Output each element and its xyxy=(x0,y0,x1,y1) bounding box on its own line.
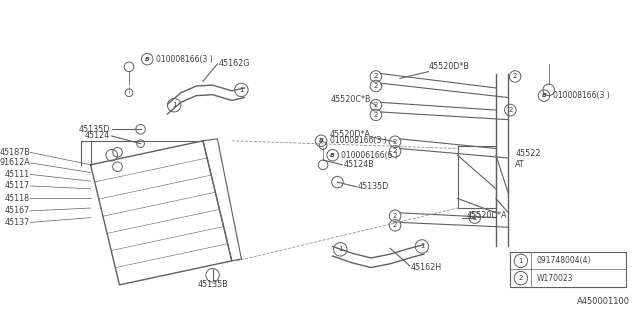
Text: 1: 1 xyxy=(420,244,424,250)
Text: 45124B: 45124B xyxy=(343,160,374,169)
Text: 2: 2 xyxy=(393,148,397,154)
Text: 45137: 45137 xyxy=(5,218,30,227)
Text: 45117: 45117 xyxy=(5,181,30,190)
Text: AT: AT xyxy=(515,160,525,169)
Text: A450001100: A450001100 xyxy=(577,297,630,306)
Text: 45135B: 45135B xyxy=(197,280,228,289)
Text: 010008166(3 ): 010008166(3 ) xyxy=(552,91,609,100)
Text: 45135D: 45135D xyxy=(358,182,389,191)
Text: 45162G: 45162G xyxy=(218,60,250,68)
Text: 2: 2 xyxy=(374,102,378,108)
Text: 2: 2 xyxy=(472,215,477,220)
Text: 2: 2 xyxy=(393,222,397,228)
Text: B: B xyxy=(145,57,150,62)
Text: 2: 2 xyxy=(518,275,523,281)
Text: 1: 1 xyxy=(518,258,523,264)
Text: 45520C*B: 45520C*B xyxy=(331,95,371,104)
Text: 1: 1 xyxy=(172,102,177,108)
Text: 2: 2 xyxy=(513,73,517,79)
Text: 2: 2 xyxy=(374,112,378,118)
Text: 1: 1 xyxy=(239,87,244,93)
Text: 010006166(6 ): 010006166(6 ) xyxy=(341,151,398,160)
Text: 45520C*A: 45520C*A xyxy=(467,211,508,220)
Text: B: B xyxy=(319,138,323,143)
Text: 2: 2 xyxy=(374,73,378,79)
Text: 45118: 45118 xyxy=(5,194,30,203)
Text: 1: 1 xyxy=(338,246,342,252)
Text: 45167: 45167 xyxy=(5,206,30,215)
Text: 45522: 45522 xyxy=(515,149,541,158)
Text: 45111: 45111 xyxy=(5,170,30,179)
Text: 091748004(4): 091748004(4) xyxy=(536,256,591,265)
Text: B: B xyxy=(541,93,547,98)
Text: B: B xyxy=(330,153,335,158)
Text: 010008166(3 ): 010008166(3 ) xyxy=(330,136,387,145)
Text: 45187B: 45187B xyxy=(0,148,30,157)
Text: 2: 2 xyxy=(393,139,397,145)
Text: 2: 2 xyxy=(508,107,513,113)
Text: 2: 2 xyxy=(374,83,378,89)
Text: 91612A: 91612A xyxy=(0,158,30,167)
Text: 45124: 45124 xyxy=(84,132,110,140)
Text: W170023: W170023 xyxy=(536,274,573,283)
Text: 45162H: 45162H xyxy=(410,263,442,272)
Text: 45135D: 45135D xyxy=(79,125,110,134)
Text: 45520D*A: 45520D*A xyxy=(330,130,371,139)
Text: 010008166(3 ): 010008166(3 ) xyxy=(156,55,212,64)
Text: 2: 2 xyxy=(393,213,397,219)
Text: 45520D*B: 45520D*B xyxy=(429,62,470,71)
